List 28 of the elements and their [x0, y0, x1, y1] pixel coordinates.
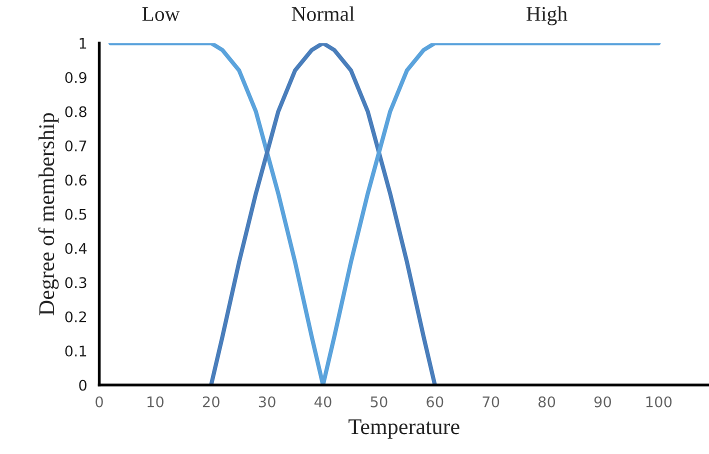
- y-tick-label: 0.3: [65, 277, 86, 288]
- y-tick-label: 0.1: [65, 346, 86, 357]
- y-axis-title: Degree of membership: [38, 113, 59, 316]
- y-tick-label: 0.6: [65, 174, 87, 186]
- series-label: Normal: [292, 6, 354, 21]
- x-tick-label: 80: [538, 396, 556, 408]
- x-axis-title: Temperature: [348, 419, 460, 439]
- y-tick-label: 0.9: [65, 72, 86, 84]
- x-tick-label: 100: [646, 396, 672, 408]
- y-tick-label: 1: [80, 38, 86, 49]
- x-tick-label: 90: [594, 396, 612, 408]
- series-label: Low: [142, 7, 180, 21]
- y-tick-label: 0: [79, 380, 86, 391]
- y-tick-label: 0.7: [65, 140, 86, 152]
- y-tick-label: 0.5: [65, 208, 86, 220]
- x-tick-label: 40: [314, 396, 332, 408]
- x-tick-label: 50: [370, 396, 388, 408]
- y-tick-label: 0.2: [65, 311, 86, 322]
- x-tick-label: 10: [148, 396, 164, 408]
- x-tick-label: 0: [96, 396, 103, 408]
- y-tick-label: 0.8: [65, 106, 86, 118]
- y-tick-label: 0.4: [65, 242, 87, 254]
- x-tick-label: 30: [258, 396, 276, 408]
- series-label: High: [526, 6, 568, 26]
- x-tick-label: 70: [482, 396, 500, 408]
- line-series: [209, 43, 437, 385]
- x-tick-label: 60: [426, 396, 444, 408]
- x-tick-label: 20: [202, 396, 220, 408]
